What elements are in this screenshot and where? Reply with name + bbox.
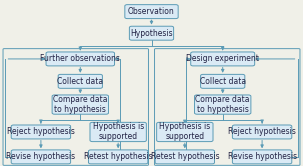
Text: Observation: Observation	[128, 7, 175, 16]
Text: Further observations: Further observations	[40, 54, 120, 63]
Text: Reject hypothesis: Reject hypothesis	[228, 127, 296, 136]
Text: Compare data
to hypothesis: Compare data to hypothesis	[195, 95, 250, 114]
FancyBboxPatch shape	[195, 95, 251, 114]
FancyBboxPatch shape	[58, 74, 102, 88]
FancyBboxPatch shape	[90, 122, 146, 142]
Text: Compare data
to hypothesis: Compare data to hypothesis	[53, 95, 108, 114]
FancyBboxPatch shape	[11, 150, 71, 164]
Text: Reject hypothesis: Reject hypothesis	[7, 127, 75, 136]
Text: Hypothesis is
supported: Hypothesis is supported	[92, 123, 144, 141]
Text: Revise hypothesis: Revise hypothesis	[6, 152, 75, 161]
FancyBboxPatch shape	[125, 5, 178, 19]
FancyBboxPatch shape	[46, 52, 115, 66]
FancyBboxPatch shape	[88, 150, 148, 164]
Text: Retest hypothesis: Retest hypothesis	[84, 152, 152, 161]
Text: Design experiment: Design experiment	[186, 54, 259, 63]
Text: Retest hypothesis: Retest hypothesis	[151, 152, 219, 161]
FancyBboxPatch shape	[232, 150, 292, 164]
Text: Hypothesis is
supported: Hypothesis is supported	[159, 123, 211, 141]
FancyBboxPatch shape	[52, 95, 108, 114]
FancyBboxPatch shape	[129, 26, 174, 40]
FancyBboxPatch shape	[11, 125, 71, 139]
FancyBboxPatch shape	[201, 74, 245, 88]
FancyBboxPatch shape	[232, 125, 292, 139]
Text: Revise hypothesis: Revise hypothesis	[228, 152, 297, 161]
Text: Collect data: Collect data	[200, 77, 246, 86]
Text: Collect data: Collect data	[57, 77, 103, 86]
Text: Hypothesis: Hypothesis	[130, 29, 173, 38]
FancyBboxPatch shape	[191, 52, 255, 66]
FancyBboxPatch shape	[155, 150, 215, 164]
FancyBboxPatch shape	[157, 122, 213, 142]
